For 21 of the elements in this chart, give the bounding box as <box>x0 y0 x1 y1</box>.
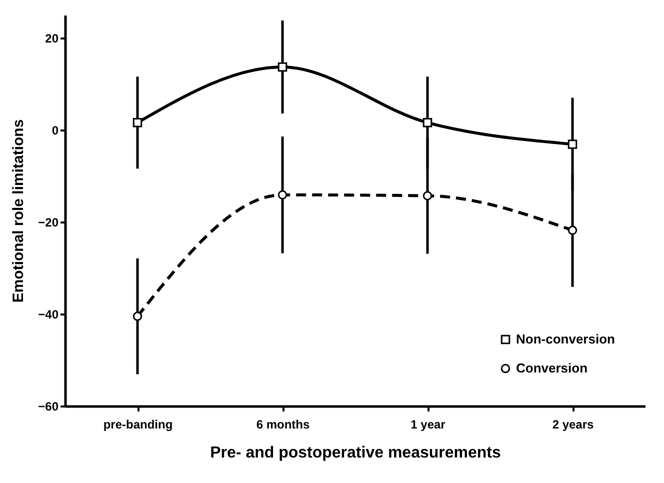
y-tick-label: −40 <box>38 308 59 322</box>
x-tick-label: 6 months <box>256 418 310 432</box>
y-tick-label: −20 <box>38 216 59 230</box>
point <box>568 226 578 235</box>
point <box>132 312 142 321</box>
legend-label: Conversion <box>516 360 588 376</box>
y-tick-label: 0 <box>52 124 59 138</box>
point <box>568 140 578 149</box>
point <box>422 118 432 128</box>
legend-label: Non-conversion <box>516 332 616 346</box>
point <box>422 191 432 200</box>
point <box>278 62 288 72</box>
x-tick-label: 2 years <box>552 418 594 432</box>
point <box>278 190 288 200</box>
x-tick-label: pre-banding <box>103 418 173 432</box>
y-tick-label: 20 <box>45 32 59 46</box>
point <box>132 118 142 128</box>
y-axis-title: Emotional role limitations <box>10 119 28 303</box>
y-tick-label: −60 <box>38 400 59 414</box>
x-axis-title: Pre- and postoperative measurements <box>210 444 501 462</box>
x-tick-label: 1 year <box>410 418 446 432</box>
